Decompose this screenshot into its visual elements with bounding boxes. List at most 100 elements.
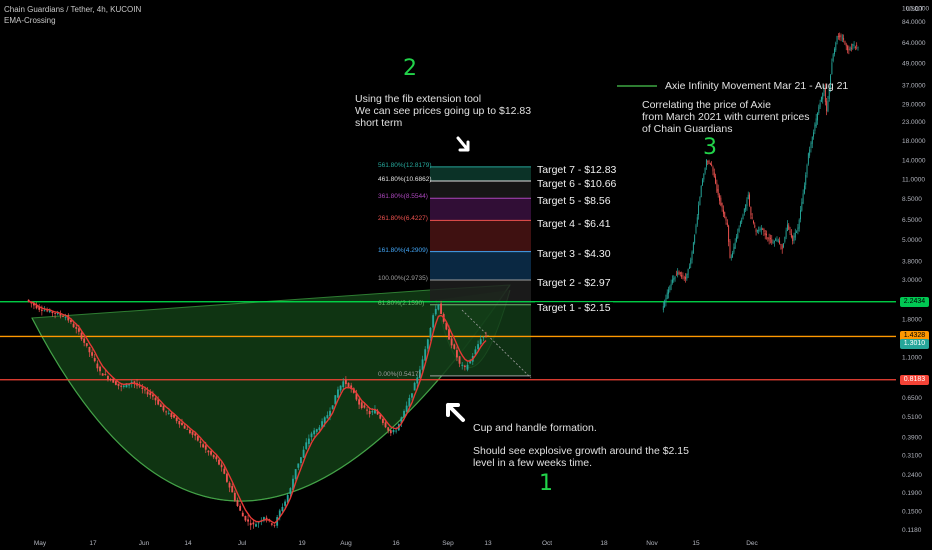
fib-level-label: 561.80%(12.8179) bbox=[378, 161, 432, 169]
candle-body bbox=[141, 387, 144, 390]
axie-candle-body bbox=[849, 47, 851, 51]
axie-candle-body bbox=[852, 43, 854, 46]
axie-candle-body bbox=[796, 231, 798, 233]
candle-body bbox=[146, 391, 149, 395]
candle-body bbox=[85, 343, 88, 346]
candle-body bbox=[326, 415, 329, 419]
axie-candle-body bbox=[811, 136, 813, 144]
axie-candle-body bbox=[827, 100, 829, 112]
y-tick-label: 0.2400 bbox=[902, 472, 922, 479]
axie-candle-body bbox=[793, 235, 795, 241]
x-tick-label: May bbox=[34, 540, 47, 547]
candle-body bbox=[408, 397, 411, 407]
candle-body bbox=[477, 344, 479, 350]
fib-level-label: 61.80%(2.1590) bbox=[378, 299, 425, 307]
ema-line-path bbox=[28, 300, 487, 524]
axie-candle-body bbox=[668, 289, 669, 294]
axie-candle-body bbox=[756, 229, 758, 232]
candle-body bbox=[424, 349, 427, 361]
candle-body bbox=[27, 299, 30, 302]
fib-trend-line bbox=[461, 309, 532, 379]
fib-note: Using the fib extension tool We can see … bbox=[355, 93, 532, 129]
axie-candle-body bbox=[705, 159, 707, 167]
axie-candle-body bbox=[767, 237, 769, 239]
axie-candle-body bbox=[696, 217, 698, 225]
candle-body bbox=[403, 410, 405, 418]
axie-candle-body bbox=[692, 242, 694, 254]
candle-body bbox=[70, 320, 72, 323]
y-tick-label: 11.0000 bbox=[902, 176, 925, 183]
axie-candle-body bbox=[775, 238, 777, 241]
candle-body bbox=[387, 427, 390, 431]
candle-body bbox=[315, 429, 318, 432]
x-tick-label: Dec bbox=[746, 540, 758, 547]
axie-candle-body bbox=[721, 203, 723, 208]
target-label: Target 3 - $4.30 bbox=[535, 248, 613, 261]
x-tick-label: 17 bbox=[89, 540, 97, 547]
candle-body bbox=[183, 425, 186, 429]
candle-body bbox=[366, 409, 368, 411]
y-tick-label: 3.0000 bbox=[902, 277, 922, 284]
candle-body bbox=[270, 523, 273, 525]
axie-candle-body bbox=[857, 46, 859, 48]
candle-body bbox=[453, 344, 456, 349]
axie-candle-body bbox=[851, 47, 852, 49]
candle-body bbox=[93, 358, 96, 362]
candle-body bbox=[114, 381, 117, 385]
axie-candle-body bbox=[790, 233, 792, 238]
candle-body bbox=[43, 310, 46, 312]
candle-body bbox=[337, 389, 339, 398]
axie-candle-body bbox=[824, 87, 826, 102]
candle-body bbox=[228, 482, 231, 488]
y-tick-label: 49.0000 bbox=[902, 61, 926, 68]
axie-candle-body bbox=[828, 87, 830, 99]
candle-body bbox=[318, 427, 321, 430]
candle-body bbox=[389, 430, 392, 434]
candle-body bbox=[342, 381, 345, 388]
axie-candle-body bbox=[708, 161, 710, 164]
target-label: Target 6 - $10.66 bbox=[535, 178, 619, 191]
axie-candle-body bbox=[677, 272, 679, 275]
candle-body bbox=[474, 349, 477, 355]
candle-body bbox=[329, 410, 331, 416]
candle-body bbox=[151, 394, 154, 397]
candle-body bbox=[223, 468, 226, 474]
axie-candle-body bbox=[764, 233, 766, 236]
axie-candle-body bbox=[781, 245, 783, 250]
candle-body bbox=[144, 389, 146, 391]
axie-candle-body bbox=[675, 274, 677, 276]
fib-level-label: 100.00%(2.9735) bbox=[378, 274, 428, 282]
candle-body bbox=[469, 360, 472, 364]
candle-body bbox=[434, 308, 437, 315]
y-tick-label: 0.1900 bbox=[902, 490, 922, 497]
axie-candle-body bbox=[665, 298, 667, 303]
indicator-label[interactable]: EMA-Crossing bbox=[4, 16, 56, 25]
y-tick-label: 18.0000 bbox=[902, 138, 926, 145]
axie-candle-body bbox=[666, 292, 668, 299]
fib-zone bbox=[430, 251, 531, 280]
axie-candle-body bbox=[702, 179, 703, 186]
candle-body bbox=[339, 385, 342, 391]
candle-body bbox=[265, 517, 268, 520]
cup-curve bbox=[31, 284, 511, 502]
candle-body bbox=[236, 500, 239, 506]
axie-candle-body bbox=[750, 206, 752, 216]
axie-candle-body bbox=[779, 240, 781, 245]
candle-body bbox=[138, 385, 141, 387]
axie-candle-body bbox=[709, 163, 711, 165]
target-label: Target 1 - $2.15 bbox=[535, 302, 613, 315]
axie-candle-body bbox=[679, 272, 681, 274]
fib-level-label: 261.80%(6.4227) bbox=[378, 215, 428, 223]
target-label: Target 4 - $6.41 bbox=[535, 217, 613, 230]
candle-body bbox=[416, 377, 419, 384]
candle-body bbox=[432, 315, 435, 328]
y-tick-label: 37.0000 bbox=[902, 82, 926, 89]
price-tag: 0.8183 bbox=[900, 374, 929, 385]
candle-body bbox=[239, 505, 242, 511]
axie-candle-body bbox=[741, 219, 743, 223]
candle-body bbox=[344, 380, 347, 385]
candle-body bbox=[284, 501, 287, 506]
candle-body bbox=[292, 478, 294, 490]
axie-note: Correlating the price of Axie from March… bbox=[642, 99, 810, 135]
